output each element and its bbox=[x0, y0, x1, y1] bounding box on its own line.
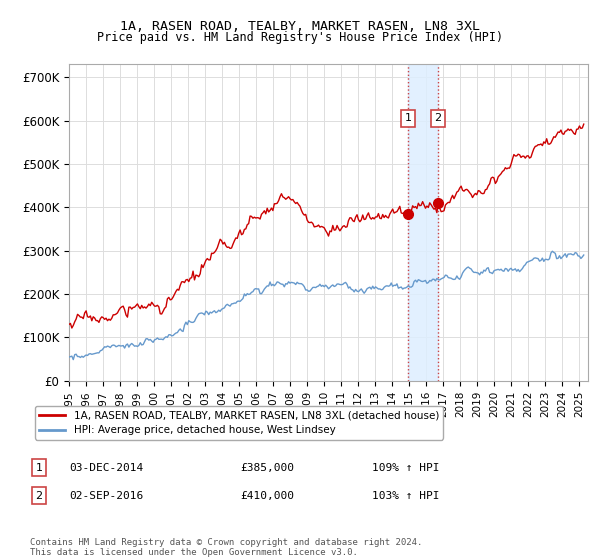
Text: 103% ↑ HPI: 103% ↑ HPI bbox=[372, 491, 439, 501]
Text: £385,000: £385,000 bbox=[240, 463, 294, 473]
Legend: 1A, RASEN ROAD, TEALBY, MARKET RASEN, LN8 3XL (detached house), HPI: Average pri: 1A, RASEN ROAD, TEALBY, MARKET RASEN, LN… bbox=[35, 406, 443, 440]
Text: 2: 2 bbox=[434, 113, 442, 123]
Text: 1: 1 bbox=[35, 463, 43, 473]
Text: Price paid vs. HM Land Registry's House Price Index (HPI): Price paid vs. HM Land Registry's House … bbox=[97, 31, 503, 44]
Text: 1A, RASEN ROAD, TEALBY, MARKET RASEN, LN8 3XL: 1A, RASEN ROAD, TEALBY, MARKET RASEN, LN… bbox=[120, 20, 480, 32]
Text: 03-DEC-2014: 03-DEC-2014 bbox=[69, 463, 143, 473]
Text: 02-SEP-2016: 02-SEP-2016 bbox=[69, 491, 143, 501]
Text: £410,000: £410,000 bbox=[240, 491, 294, 501]
Text: Contains HM Land Registry data © Crown copyright and database right 2024.
This d: Contains HM Land Registry data © Crown c… bbox=[30, 538, 422, 557]
Text: 2: 2 bbox=[35, 491, 43, 501]
Bar bbox=[408, 64, 438, 381]
Text: 109% ↑ HPI: 109% ↑ HPI bbox=[372, 463, 439, 473]
Text: 1: 1 bbox=[404, 113, 412, 123]
